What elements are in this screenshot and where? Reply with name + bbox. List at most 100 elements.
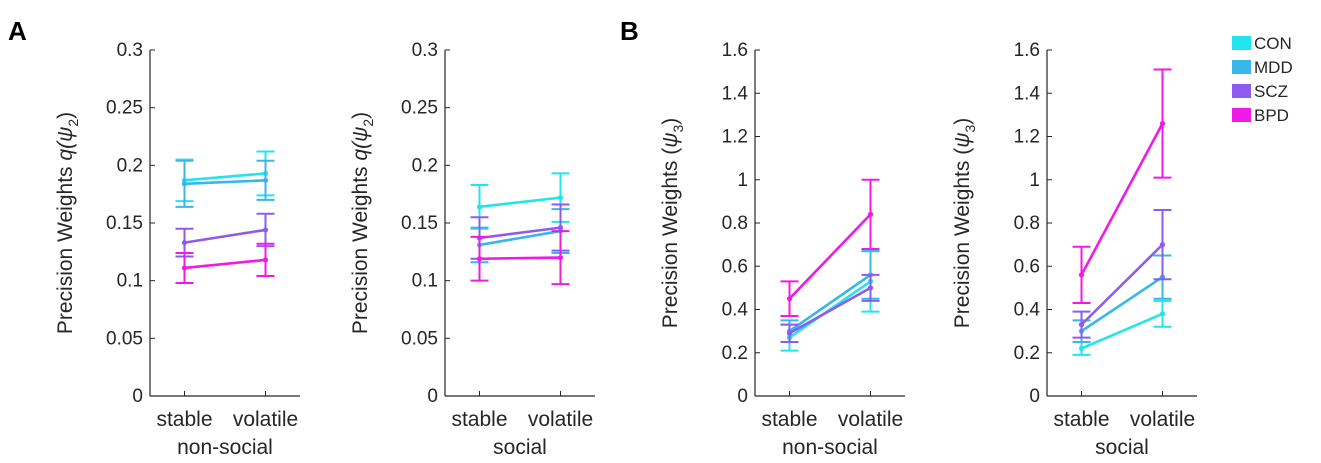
chart-1-y-tick-label: 0.1 xyxy=(412,271,438,292)
chart-3-x-tick-label: volatile xyxy=(1130,408,1195,431)
chart-2-group-label: non-social xyxy=(782,436,878,459)
chart-0-y-tick-label: 0.2 xyxy=(117,155,143,176)
chart-2-series-scz-point xyxy=(786,330,793,336)
chart-0-series-bpd-point xyxy=(262,257,269,263)
chart-3-y-axis-label: Precision Weights (ψ3) xyxy=(951,118,978,329)
panel-letter-b: B xyxy=(620,16,639,46)
legend: CON MDD SCZ BPD xyxy=(1232,34,1293,125)
chart-1-series-scz-point xyxy=(557,225,564,231)
chart-2-y-tick-label: 0.4 xyxy=(722,300,749,321)
chart-0-y-tick-label: 0 xyxy=(132,386,143,407)
chart-0-series-mdd-line xyxy=(184,179,266,186)
chart-1-group-label: social xyxy=(493,436,547,459)
chart-3-series-bpd-point xyxy=(1078,272,1085,278)
chart-0-y-tick-label: 0.3 xyxy=(117,40,143,61)
chart-1-x-tick-label: volatile xyxy=(528,408,593,431)
chart-0-series-mdd-point xyxy=(262,177,269,183)
chart-2-series-bpd-point xyxy=(786,296,793,302)
chart-0-series-bpd-line xyxy=(184,258,266,270)
legend-swatch-con xyxy=(1232,36,1251,50)
chart-0-series-scz-point xyxy=(181,240,188,246)
chart-2-x-tick-label: stable xyxy=(761,408,817,431)
chart-1-series-mdd-line xyxy=(479,229,561,247)
chart-3-series-bpd-point xyxy=(1159,120,1166,127)
chart-3-group-label: social xyxy=(1095,436,1149,459)
chart-3-y-tick-label: 1.4 xyxy=(1014,83,1041,104)
chart-3-series-con-point xyxy=(1078,345,1085,352)
chart-3-series-scz-point xyxy=(1159,242,1166,248)
chart-0-y-tick-label: 0.1 xyxy=(117,271,143,292)
chart-0-series-mdd-point xyxy=(181,181,188,187)
chart-0-y-axis-label: Precision Weights q(ψ2) xyxy=(54,112,81,334)
chart-2-y-tick-label: 1.6 xyxy=(722,40,748,61)
chart-2-y-tick-label: 1 xyxy=(737,170,748,191)
panel-letter-a: A xyxy=(8,16,27,46)
chart-a-social: 0 0.05 0.1 0.15 0.2 0.25 0.3 stable volatile soci… xyxy=(349,40,595,459)
chart-3-y-tick-label: 0 xyxy=(1029,386,1040,407)
chart-1-series-bpd-point xyxy=(476,256,483,262)
chart-3-y-tick-label: 1.6 xyxy=(1014,40,1040,61)
chart-1-y-tick-label: 0 xyxy=(427,386,438,407)
legend-label-mdd: MDD xyxy=(1254,58,1293,77)
chart-0-y-tick-label: 0.25 xyxy=(106,98,143,119)
chart-3-y-tick-label: 1 xyxy=(1029,170,1040,191)
legend-item-bpd: BPD xyxy=(1232,106,1289,125)
chart-1-series-scz-line xyxy=(479,226,561,240)
chart-0-series-bpd-point xyxy=(181,265,188,271)
chart-1-series-bpd-line xyxy=(479,256,561,261)
chart-1-y-tick-label: 0.3 xyxy=(412,40,438,61)
chart-1-y-axis-label: Precision Weights q(ψ2) xyxy=(349,112,376,334)
chart-3-series-con-line xyxy=(1080,312,1164,350)
legend-swatch-bpd xyxy=(1232,108,1251,122)
chart-0-y-tick-label: 0.05 xyxy=(106,328,143,349)
chart-0-x-tick-label: volatile xyxy=(233,408,298,431)
legend-label-con: CON xyxy=(1254,34,1292,53)
chart-3-y-tick-label: 0.4 xyxy=(1014,300,1041,321)
chart-1-series-con-point xyxy=(476,204,483,210)
chart-2-series-scz-line xyxy=(788,286,872,335)
chart-2-y-tick-label: 1.4 xyxy=(722,83,749,104)
chart-0-x-tick-label: stable xyxy=(156,408,212,431)
chart-0-series-scz-point xyxy=(262,227,269,233)
chart-3-y-tick-label: 0.2 xyxy=(1014,343,1040,364)
legend-label-bpd: BPD xyxy=(1254,106,1289,125)
chart-3-x-tick-label: stable xyxy=(1053,408,1109,431)
chart-2-y-axis-label: Precision Weights (ψ3) xyxy=(659,118,686,329)
chart-1-y-tick-label: 0.15 xyxy=(401,213,438,234)
chart-3-series-scz-point xyxy=(1078,322,1085,328)
chart-3-series-mdd-line xyxy=(1080,275,1164,333)
chart-1-series-con-line xyxy=(479,196,561,209)
chart-1-y-tick-label: 0.2 xyxy=(412,155,438,176)
chart-0-series-con-line xyxy=(184,172,266,182)
chart-2-series-scz-point xyxy=(867,285,874,291)
chart-3-y-tick-label: 0.6 xyxy=(1014,256,1040,277)
chart-2-y-tick-label: 0 xyxy=(737,386,748,407)
chart-2-y-tick-label: 0.2 xyxy=(722,343,748,364)
chart-0-y-tick-label: 0.15 xyxy=(106,213,143,234)
chart-2-series-mdd-line xyxy=(788,273,872,333)
chart-0-series-scz-line xyxy=(184,228,266,244)
legend-item-con: CON xyxy=(1232,34,1292,53)
legend-item-scz: SCZ xyxy=(1232,82,1288,101)
chart-1-series-bpd-point xyxy=(557,255,564,261)
chart-1-y-tick-label: 0.05 xyxy=(401,328,438,349)
chart-3-series-scz-line xyxy=(1080,243,1164,326)
chart-2-series-bpd-line xyxy=(788,213,872,300)
chart-2-y-tick-label: 0.6 xyxy=(722,256,748,277)
chart-1-series-con-point xyxy=(557,195,564,201)
chart-2-series-bpd-point xyxy=(867,211,874,217)
chart-3-y-tick-label: 0.8 xyxy=(1014,213,1040,234)
legend-swatch-scz xyxy=(1232,84,1251,98)
legend-swatch-mdd xyxy=(1232,60,1251,74)
chart-b-non-social: 0 0.2 0.4 0.6 0.8 1 1.2 1.4 1.6 stable volatile non… xyxy=(659,40,905,459)
chart-b-social: 0 0.2 0.4 0.6 0.8 1 1.2 1.4 1.6 stable volatile soc… xyxy=(951,40,1197,459)
legend-item-mdd: MDD xyxy=(1232,58,1293,77)
chart-a-non-social: 0 0.05 0.1 0.15 0.2 0.25 0.3 stable volatile non-… xyxy=(54,40,300,459)
chart-3-series-con-point xyxy=(1159,311,1166,317)
chart-3-series-bpd-line xyxy=(1080,122,1164,276)
chart-3-y-tick-label: 1.2 xyxy=(1014,127,1040,148)
chart-1-x-tick-label: stable xyxy=(451,408,507,431)
chart-0-group-label: non-social xyxy=(177,436,273,459)
chart-2-y-tick-label: 0.8 xyxy=(722,213,748,234)
